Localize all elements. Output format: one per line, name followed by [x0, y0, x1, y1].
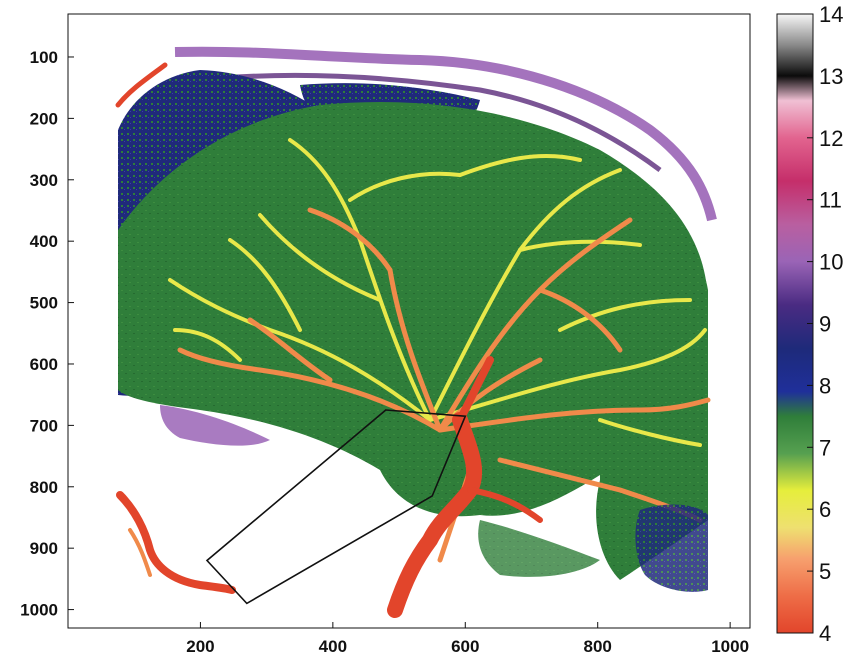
x-tick-label: 1000 — [711, 637, 749, 656]
x-tick-label: 400 — [319, 637, 347, 656]
y-axis: 100 200 300 400 500 600 700 800 900 1000 — [20, 48, 74, 620]
y-tick-label: 400 — [30, 232, 58, 251]
y-tick-label: 600 — [30, 355, 58, 374]
y-tick-label: 800 — [30, 478, 58, 497]
y-tick-label: 1000 — [20, 601, 58, 620]
x-tick-label: 200 — [186, 637, 214, 656]
y-tick-label: 700 — [30, 416, 58, 435]
y-tick-label: 200 — [30, 109, 58, 128]
y-tick-label: 300 — [30, 171, 58, 190]
x-tick-label: 600 — [451, 637, 479, 656]
y-tick-label: 500 — [30, 294, 58, 313]
x-tick-label: 800 — [584, 637, 612, 656]
y-tick-label: 900 — [30, 539, 58, 558]
y-tick-label: 100 — [30, 48, 58, 67]
